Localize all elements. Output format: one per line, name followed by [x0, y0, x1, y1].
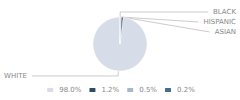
svg-text:0.5%: 0.5% — [139, 86, 157, 94]
svg-text:BLACK: BLACK — [213, 8, 236, 16]
svg-text:98.0%: 98.0% — [59, 86, 82, 94]
svg-text:1.2%: 1.2% — [101, 86, 119, 94]
svg-text:ASIAN: ASIAN — [215, 28, 236, 36]
svg-text:HISPANIC: HISPANIC — [203, 18, 236, 26]
svg-text:0.2%: 0.2% — [177, 86, 195, 94]
svg-text:WHITE: WHITE — [4, 72, 27, 80]
